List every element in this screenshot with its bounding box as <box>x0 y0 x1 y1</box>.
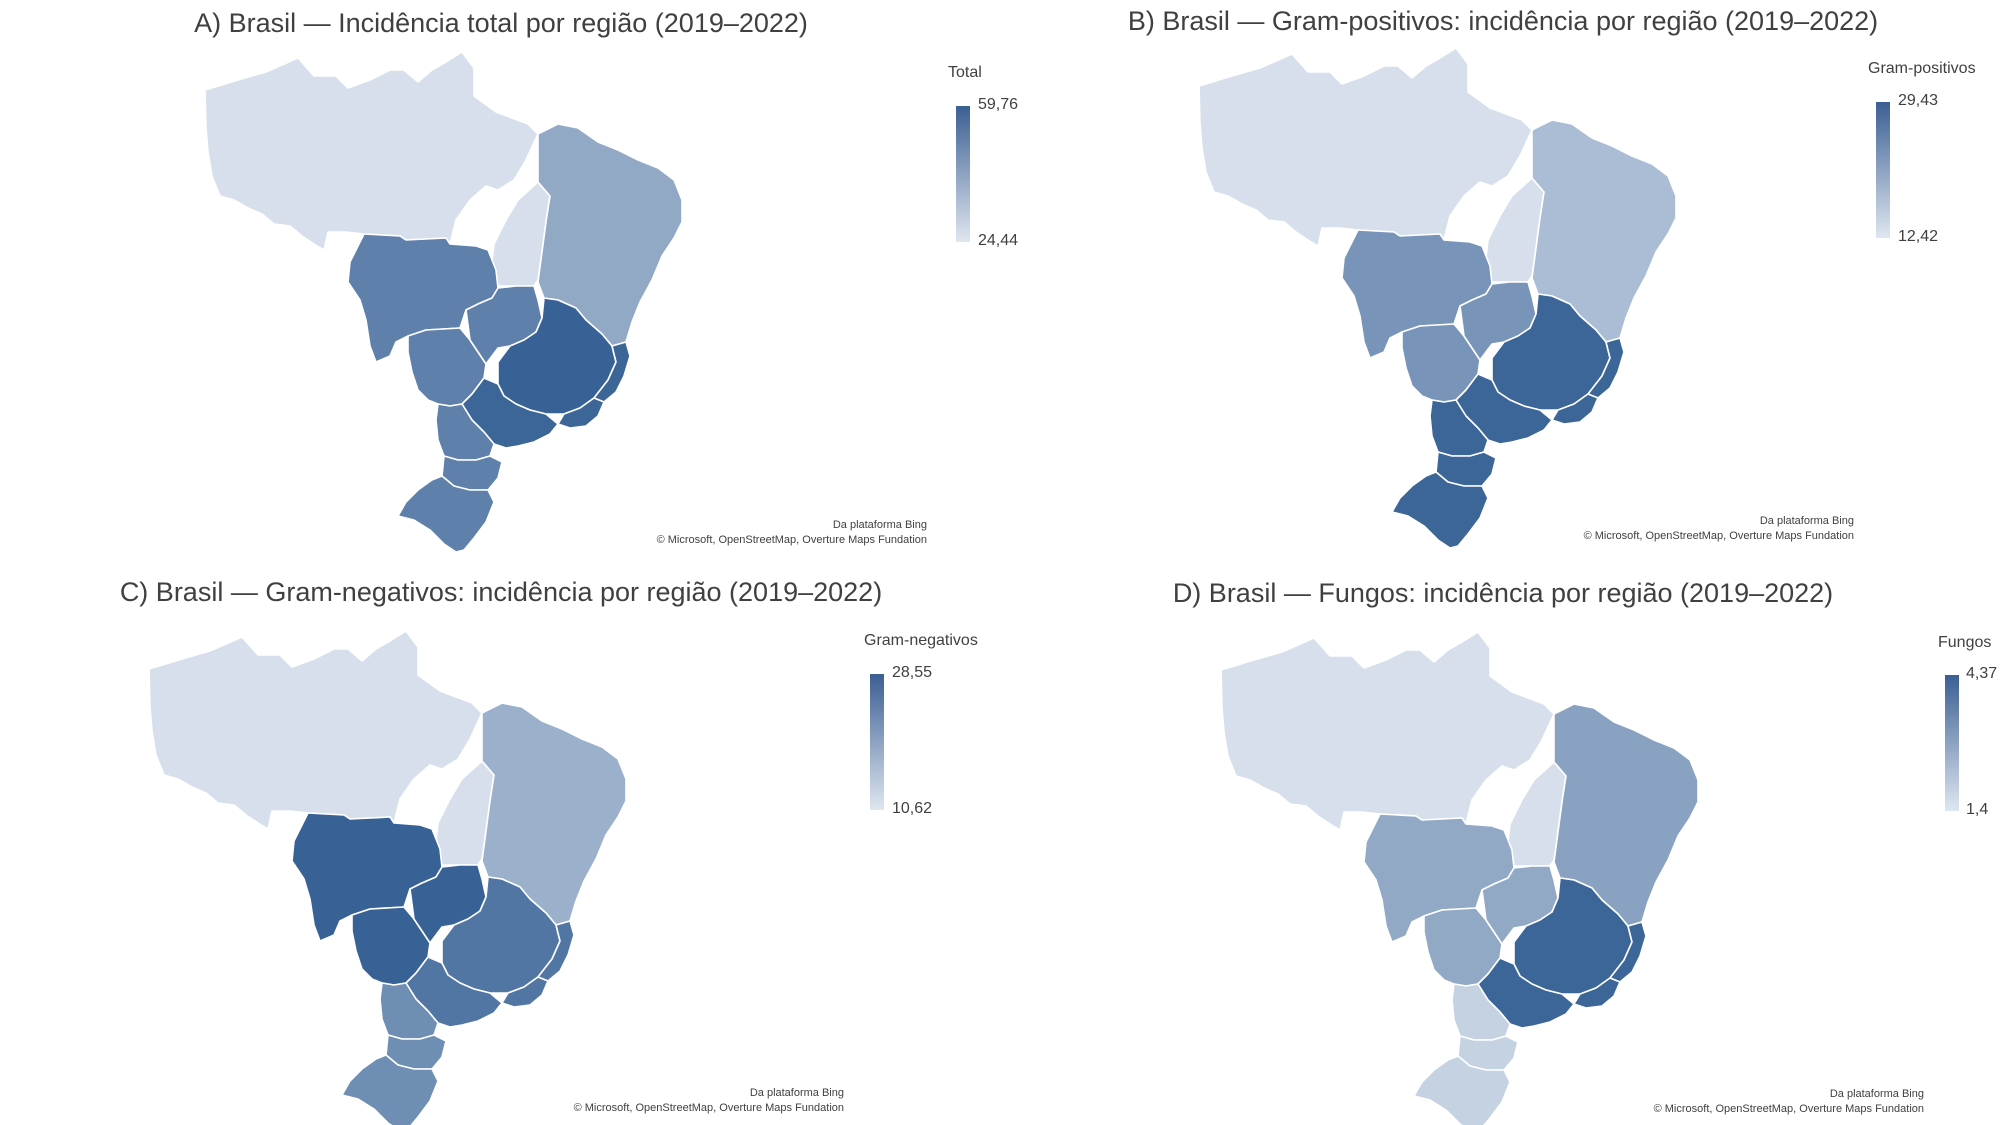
attribution-copyright: © Microsoft, OpenStreetMap, Overture Map… <box>1653 1103 1924 1115</box>
map-attribution: Da plataforma Bing © Microsoft, OpenStre… <box>574 1086 844 1116</box>
region-northeast <box>1531 119 1677 343</box>
panel-title: B) Brasil — Gram-positivos: incidência p… <box>1127 6 1879 36</box>
legend-min-value: 24,44 <box>978 232 1019 249</box>
legend-color-scale <box>870 674 884 810</box>
region-north <box>204 51 539 251</box>
state-rio-de-janeiro <box>557 397 605 429</box>
state-rio-de-janeiro <box>1573 977 1621 1009</box>
map-regions-group <box>1220 631 1699 1125</box>
region-north <box>1198 47 1533 247</box>
map-attribution: Da plataforma Bing © Microsoft, OpenStre… <box>1654 1087 1924 1117</box>
region-north <box>148 630 483 830</box>
attribution-source: Da plataforma Bing <box>749 1087 844 1099</box>
attribution-source: Da plataforma Bing <box>832 519 927 531</box>
legend-color-scale <box>956 106 970 242</box>
legend-min-value: 12,42 <box>1898 228 1939 245</box>
legend-max-value: 59,76 <box>978 96 1019 113</box>
legend-color-scale <box>1876 102 1890 238</box>
state-espirito-santo <box>537 920 575 982</box>
region-northeast <box>481 702 627 926</box>
brazil-choropleth-map <box>1220 631 1699 1125</box>
brazil-choropleth-map <box>148 630 627 1125</box>
attribution-copyright: © Microsoft, OpenStreetMap, Overture Map… <box>1583 530 1854 542</box>
brazil-choropleth-map <box>1198 47 1677 549</box>
map-attribution: Da plataforma Bing © Microsoft, OpenStre… <box>1584 514 1854 544</box>
attribution-source: Da plataforma Bing <box>1759 515 1854 527</box>
state-rio-de-janeiro <box>501 976 549 1008</box>
region-northeast <box>537 123 683 347</box>
legend-max-value: 28,55 <box>892 664 933 681</box>
map-regions-group <box>1198 47 1677 549</box>
map-panel-b: B) Brasil — Gram-positivos: incidência p… <box>1002 0 2004 562</box>
legend-title: Fungos <box>1938 634 1992 651</box>
state-rio-grande-do-sul <box>397 475 495 553</box>
region-north <box>1220 631 1555 831</box>
legend-title: Total <box>948 64 982 81</box>
legend-max-value: 4,37 <box>1966 665 1998 682</box>
attribution-copyright: © Microsoft, OpenStreetMap, Overture Map… <box>573 1102 844 1114</box>
state-espirito-santo <box>1587 337 1625 399</box>
state-rio-de-janeiro <box>1551 393 1599 425</box>
legend-title: Gram-negativos <box>864 632 978 649</box>
state-rio-grande-do-sul <box>341 1054 439 1125</box>
map-regions-group <box>204 51 683 553</box>
region-northeast <box>1553 703 1699 927</box>
brazil-choropleth-map <box>204 51 683 553</box>
panel-title: D) Brasil — Fungos: incidência por regiã… <box>1172 578 1834 608</box>
legend-min-value: 10,62 <box>892 800 933 817</box>
legend-max-value: 29,43 <box>1898 92 1939 109</box>
panel-title: A) Brasil — Incidência total por região … <box>194 8 808 38</box>
map-panel-c: C) Brasil — Gram-negativos: incidência p… <box>0 563 1002 1125</box>
legend-title: Gram-positivos <box>1868 60 1976 77</box>
map-regions-group <box>148 630 627 1125</box>
attribution-copyright: © Microsoft, OpenStreetMap, Overture Map… <box>656 534 927 546</box>
legend-color-scale <box>1945 675 1959 811</box>
state-espirito-santo <box>1609 921 1647 983</box>
state-rio-grande-do-sul <box>1413 1055 1511 1125</box>
state-rio-grande-do-sul <box>1391 471 1489 549</box>
map-panel-a: A) Brasil — Incidência total por região … <box>0 0 1018 562</box>
panel-title: C) Brasil — Gram-negativos: incidência p… <box>119 577 883 607</box>
map-panel-d: D) Brasil — Fungos: incidência por regiã… <box>1002 563 2004 1125</box>
attribution-source: Da plataforma Bing <box>1829 1088 1924 1100</box>
map-attribution: Da plataforma Bing © Microsoft, OpenStre… <box>657 518 927 548</box>
legend-min-value: 1,4 <box>1966 801 1989 818</box>
state-espirito-santo <box>593 341 631 403</box>
